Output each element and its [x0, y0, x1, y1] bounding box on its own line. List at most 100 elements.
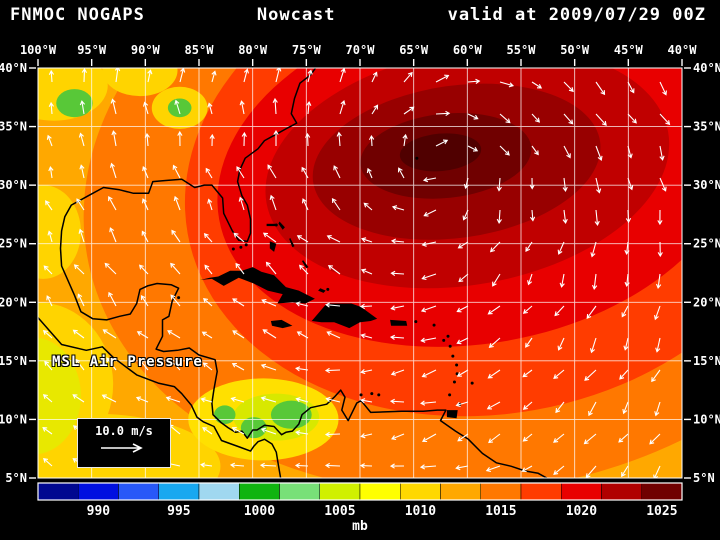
lat-label-left: 40°N: [0, 61, 27, 75]
contour-band-1026: [399, 133, 482, 172]
lon-label: 95°W: [77, 43, 107, 57]
colorbar-tick-label: 1020: [566, 504, 597, 519]
colorbar-segment: [641, 482, 683, 501]
contour-band-1010: [38, 185, 81, 279]
lat-label-right: 5°N: [693, 471, 715, 485]
island-dot: [220, 280, 224, 284]
lon-label: 85°W: [185, 43, 215, 57]
lon-label: 90°W: [131, 43, 161, 57]
colorbar-segment: [601, 482, 642, 501]
product-name: Nowcast: [256, 5, 336, 25]
wind-speed-label: 10.0 m/s: [95, 424, 153, 438]
wind-reference-legend: 10.0 m/s: [77, 418, 171, 468]
island: [311, 303, 378, 329]
colorbar-segment: [158, 482, 200, 501]
field-label: MSL Air Pressure: [52, 354, 203, 370]
colorbar-segment: [440, 482, 481, 501]
wind-reference-arrow-icon: [101, 443, 143, 453]
lat-label-right: 20°N: [693, 295, 720, 309]
island-dot: [239, 245, 243, 249]
island-dot: [359, 393, 363, 397]
island-dot: [455, 363, 459, 367]
colorbar-segment: [37, 482, 79, 501]
colorbar-tick-label: 1000: [244, 504, 275, 519]
axis-ticks: [29, 59, 691, 479]
lon-label: 70°W: [346, 43, 376, 57]
colorbar-segment: [520, 482, 562, 501]
lat-label-right: 25°N: [693, 237, 720, 251]
island-dot: [455, 372, 459, 376]
colorbar-segment: [118, 482, 159, 501]
colorbar-tick-label: 1015: [485, 504, 516, 519]
contour-band-1010: [102, 68, 178, 97]
colorbar-segment: [359, 482, 401, 501]
contour-band-1006: [240, 417, 267, 439]
colorbar-tick-label: 1025: [646, 504, 677, 519]
colorbar-tick-label: 995: [167, 504, 190, 519]
island-dot: [414, 320, 418, 324]
lat-label-right: 40°N: [693, 61, 720, 75]
title-bar: FNMOC NOGAPS Nowcast valid at 2009/07/29…: [0, 5, 720, 25]
lon-label: 50°W: [560, 43, 590, 57]
island-dot: [448, 344, 452, 348]
lat-label-left: 30°N: [0, 178, 27, 192]
lat-label-right: 30°N: [693, 178, 720, 192]
colorbar-segment: [400, 482, 441, 501]
lat-label-right: 15°N: [693, 354, 720, 368]
valid-time: valid at 2009/07/29 00Z: [447, 5, 706, 25]
island-dot: [432, 323, 436, 327]
lat-label-left: 5°N: [5, 471, 27, 485]
island-dot: [370, 392, 374, 396]
island-dot: [377, 393, 381, 397]
colorbar-tick-label: 1005: [324, 504, 355, 519]
island: [318, 288, 326, 293]
colorbar-segment: [198, 482, 240, 501]
colorbar: 990 995 1000 1005 1010 1015 1020 1025: [37, 482, 683, 519]
island-dot: [244, 243, 248, 247]
colorbar-unit: mb: [352, 519, 368, 534]
lon-label: 75°W: [292, 43, 322, 57]
colorbar-segment: [561, 482, 602, 501]
coastline-atlantic: [59, 68, 548, 478]
island: [278, 221, 285, 230]
island-dot: [415, 156, 419, 160]
lat-label-right: 10°N: [693, 412, 720, 426]
lat-label-right: 35°N: [693, 120, 720, 134]
lon-label: 40°W: [668, 43, 698, 57]
coastline-pacific: [38, 316, 282, 478]
island-dot: [326, 287, 330, 291]
island-dot: [274, 223, 278, 227]
lat-label-left: 35°N: [0, 120, 27, 134]
coastlines: [38, 68, 548, 478]
colorbar-segment: [480, 482, 522, 501]
colorbar-tick-label: 990: [87, 504, 111, 519]
island-dot: [452, 380, 456, 384]
island: [270, 319, 293, 329]
axis-labels: 100°W 95°W 90°W 85°W 80°W 75°W 70°W 65°W 60°W 55°…: [0, 43, 720, 485]
lat-label-left: 25°N: [0, 237, 27, 251]
lon-label: 100°W: [20, 43, 57, 57]
lon-label: 80°W: [238, 43, 268, 57]
contour-band-1006: [214, 405, 236, 425]
island-dot: [177, 296, 181, 300]
lat-label-left: 10°N: [0, 412, 27, 426]
island: [302, 260, 309, 269]
colorbar-segment: [319, 482, 361, 501]
island-dot: [231, 247, 235, 251]
island-dot: [448, 393, 452, 397]
colorbar-segment: [279, 482, 320, 501]
colorbar-segment: [239, 482, 280, 501]
model-name: FNMOC NOGAPS: [10, 5, 145, 25]
island-dot: [451, 354, 455, 358]
colorbar-tick-label: 1010: [405, 504, 436, 519]
contour-band-1006: [56, 89, 93, 118]
island-dot: [446, 334, 450, 338]
island: [446, 410, 458, 419]
wind-arrows: [42, 68, 671, 478]
contour-band-1006: [167, 98, 192, 118]
island: [289, 237, 295, 248]
lon-label: 65°W: [399, 43, 429, 57]
lat-label-left: 20°N: [0, 295, 27, 309]
